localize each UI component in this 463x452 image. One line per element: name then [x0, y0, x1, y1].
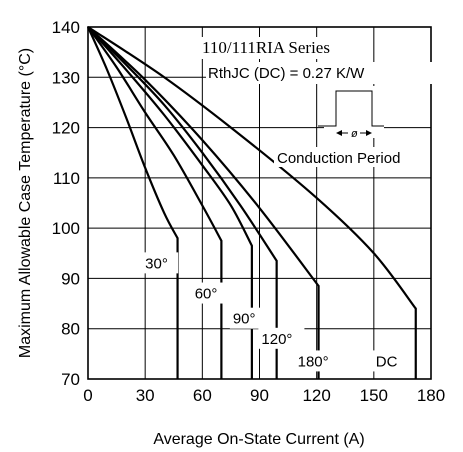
series-30-line	[86, 26, 179, 379]
x-tick-label: 60	[193, 386, 212, 405]
phi-background	[348, 125, 360, 139]
series-90-line	[87, 26, 253, 379]
series-60-label: 60°	[195, 286, 218, 303]
x-tick-label: 90	[250, 386, 269, 405]
y-tick-label: 70	[61, 370, 80, 389]
x-axis-label: Average On-State Current (A)	[153, 431, 364, 448]
series-dc-label: DC	[376, 353, 398, 370]
series-90-label-background	[229, 307, 266, 329]
series-dc-label-background	[372, 350, 399, 372]
series-30-label: 30°	[145, 255, 168, 272]
series-30-label-background	[142, 252, 179, 274]
x-tick-label: 150	[360, 386, 388, 405]
y-tick-label: 140	[52, 18, 80, 37]
plot-frame	[87, 26, 432, 380]
tick-labels: 0 30 60 90 120 150 180 70 80 90 100 110 120 130 140	[52, 18, 446, 405]
x-tick-label: 30	[136, 386, 155, 405]
y-tick-label: 120	[52, 119, 80, 138]
x-tick-label: 0	[83, 386, 92, 405]
x-tick-label: 120	[302, 386, 330, 405]
y-tick-label: 90	[61, 269, 80, 288]
series-180-line	[87, 26, 320, 379]
chart-title: 110/111RIA Series	[202, 38, 330, 57]
subtitle-background	[206, 62, 438, 84]
y-tick-label: 100	[52, 219, 80, 238]
y-tick-label: 130	[52, 68, 80, 87]
chart-subtitle: RthJC (DC) = 0.27 K/W	[208, 65, 365, 82]
conduction-period-inset: ø Conduction Period	[274, 86, 414, 167]
x-tick-label: 180	[417, 386, 445, 405]
period-arrow-right-icon	[366, 130, 372, 136]
series-60-line	[87, 26, 223, 379]
y-tick-label: 80	[61, 320, 80, 339]
series-60-label-background	[191, 282, 228, 304]
period-arrow-left-icon	[336, 130, 342, 136]
title-background	[193, 37, 371, 59]
conduction-waveform	[318, 90, 384, 127]
series-90-label: 90°	[233, 311, 256, 328]
y-tick-label: 110	[53, 169, 80, 188]
series-180-label-background	[294, 350, 341, 372]
y-axis-label: Maximum Allowable Case Temperature (°C)	[17, 48, 34, 358]
series-120-label: 120°	[261, 331, 292, 348]
phi-symbol: ø	[351, 128, 358, 140]
series-120-line	[87, 26, 278, 379]
series-180-label: 180°	[298, 353, 329, 370]
series-120-label-background	[258, 327, 305, 349]
inset-label-background	[274, 147, 414, 167]
conduction-period-label: Conduction Period	[277, 150, 400, 167]
series-labels: 30° 60° 90° 120° 180° DC	[142, 252, 399, 372]
